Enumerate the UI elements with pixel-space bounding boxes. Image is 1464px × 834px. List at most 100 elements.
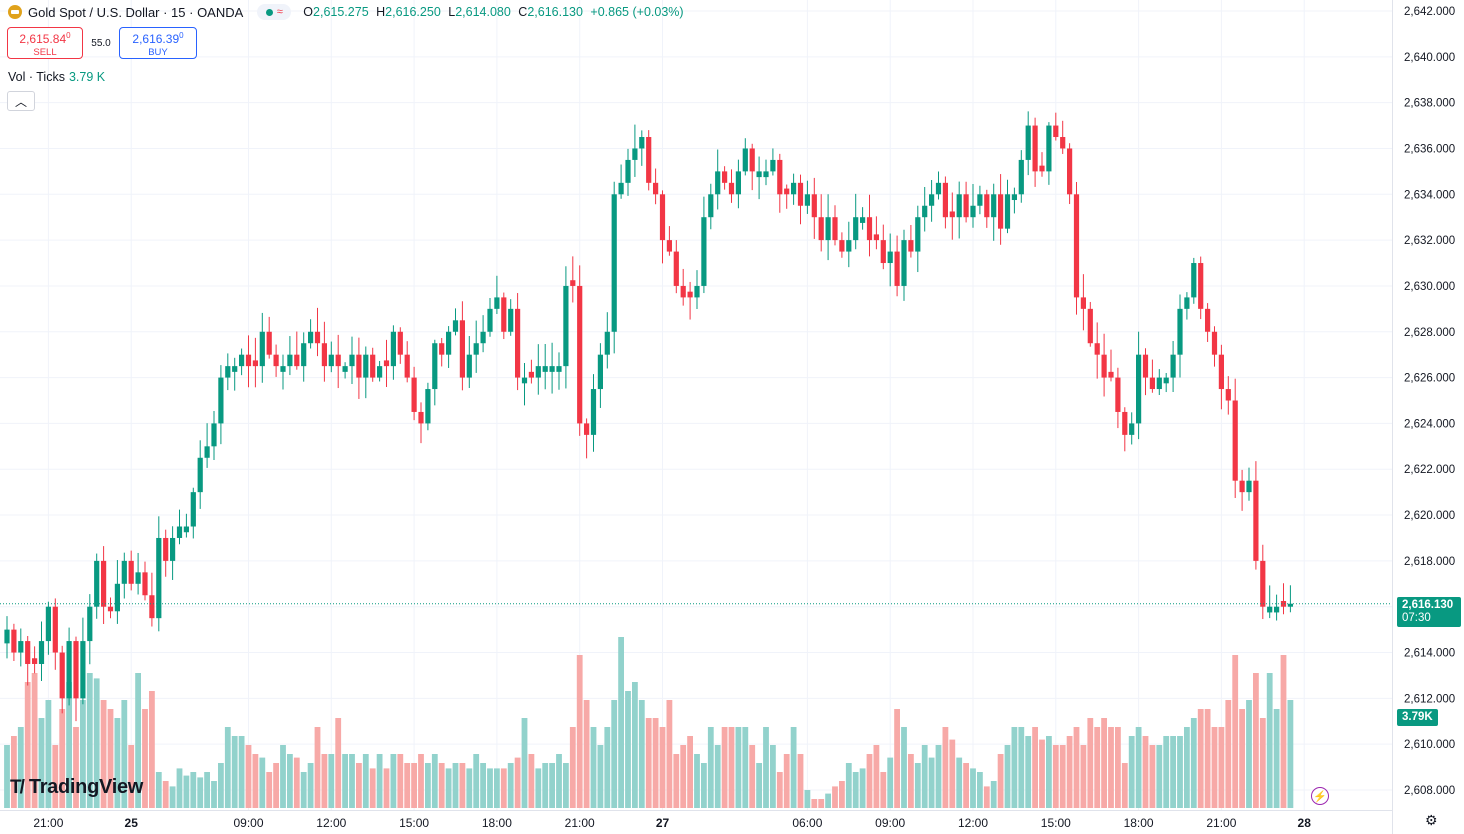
- collapse-legend-button[interactable]: ︿: [7, 91, 35, 111]
- candle-body: [101, 560, 107, 607]
- volume-bar: [832, 786, 838, 808]
- candle-body: [804, 194, 810, 206]
- volume-bar: [652, 718, 659, 808]
- volume-bar: [362, 754, 369, 808]
- price-axis[interactable]: 2,608.000 2,610.000 2,612.000 2,614.000 2,61…: [1404, 6, 1455, 797]
- candle-body: [1253, 480, 1259, 561]
- candle-body: [363, 354, 369, 378]
- volume-bar: [197, 777, 204, 808]
- candle-body: [1087, 308, 1093, 344]
- candle-body: [970, 205, 976, 218]
- volume-bar: [728, 727, 735, 808]
- volume-bar: [245, 745, 252, 808]
- volume-bar: [583, 700, 590, 808]
- sell-button[interactable]: 2,615.840 SELL: [7, 27, 83, 59]
- candle-body: [508, 308, 514, 332]
- volume-legend[interactable]: Vol · Ticks 3.79 K: [8, 70, 105, 84]
- buy-button[interactable]: 2,616.390 BUY: [119, 27, 197, 59]
- volume-bar: [1190, 718, 1197, 808]
- volume-bar: [590, 727, 597, 808]
- candle-body: [218, 377, 224, 424]
- volume-bar: [314, 727, 321, 808]
- volume-bar: [845, 763, 852, 808]
- candle-body: [604, 331, 610, 355]
- volume-bar: [494, 768, 500, 808]
- tradingview-logo[interactable]: T/TradingView: [10, 776, 144, 798]
- candle-body: [432, 343, 438, 390]
- lightning-icon[interactable]: ⚡: [1311, 787, 1329, 805]
- volume-bar: [321, 754, 328, 808]
- volume-bar: [790, 727, 797, 808]
- time-tick-label: 21:00: [33, 816, 63, 830]
- candle-body: [1184, 297, 1190, 309]
- chevron-up-icon: ︿: [14, 94, 27, 109]
- volume-bar: [673, 754, 680, 808]
- price-tick-label: 2,614.000: [1404, 648, 1455, 660]
- candle-body: [929, 194, 935, 206]
- candle-body: [259, 331, 265, 367]
- market-open-dot-icon: [265, 8, 273, 16]
- time-axis[interactable]: 21:00 25 09:00 12:00 15:00 18:00 21:00 27 06:00 0…: [33, 816, 1311, 830]
- candle-body: [149, 595, 155, 619]
- volume-bar: [293, 757, 300, 808]
- symbol-title[interactable]: Gold Spot / U.S. Dollar · 15 · OANDA: [28, 4, 244, 20]
- volume-bar: [632, 682, 638, 808]
- candle-body: [632, 148, 638, 160]
- market-status-pill[interactable]: ≈: [257, 4, 292, 20]
- volume-bar: [11, 736, 17, 808]
- candle-body: [584, 423, 590, 435]
- candle-body: [597, 354, 603, 390]
- volume-bar: [280, 745, 286, 808]
- candle-body: [549, 366, 555, 372]
- volume-bars: [4, 637, 1294, 808]
- candle-body: [80, 641, 86, 699]
- candle-body: [121, 560, 127, 584]
- candle-body: [32, 658, 38, 664]
- volume-bar: [756, 763, 762, 808]
- volume-bar: [1121, 763, 1128, 808]
- bar-countdown: 07:30: [1402, 612, 1431, 624]
- candle-body: [377, 366, 383, 378]
- volume-bar: [735, 727, 742, 808]
- volume-bar: [1211, 727, 1218, 808]
- volume-bar: [107, 709, 114, 808]
- settings-gear-icon[interactable]: ⚙: [1425, 812, 1438, 828]
- volume-bar: [52, 745, 59, 808]
- candle-body: [673, 251, 679, 286]
- candle-body: [618, 182, 624, 195]
- price-tick-label: 2,634.000: [1404, 189, 1455, 201]
- volume-bar: [687, 736, 693, 808]
- volume-bar: [1032, 727, 1038, 808]
- volume-bar: [576, 655, 583, 808]
- volume-bar: [963, 763, 969, 808]
- volume-bar: [1115, 727, 1121, 808]
- volume-bar: [1066, 736, 1073, 808]
- volume-bar: [1232, 655, 1239, 808]
- volume-bar: [804, 790, 811, 808]
- candle-body: [452, 320, 459, 332]
- volume-bar: [873, 745, 880, 808]
- candle-body: [880, 240, 886, 264]
- candle-body: [922, 205, 928, 218]
- volume-bar: [266, 772, 273, 808]
- volume-bar: [183, 775, 190, 808]
- candle-body: [866, 217, 873, 241]
- volume-bar: [356, 763, 362, 808]
- candle-body: [1060, 137, 1066, 149]
- volume-bar: [66, 682, 72, 808]
- candle-body: [301, 343, 307, 367]
- volume-bar: [190, 772, 197, 808]
- volume-bar: [162, 781, 169, 808]
- volume-bar: [1246, 700, 1252, 808]
- candle-body: [38, 641, 45, 664]
- spread-value: 55.0: [91, 37, 111, 49]
- candle-body: [25, 641, 31, 664]
- volume-bar: [535, 768, 542, 808]
- candle-body: [342, 366, 348, 372]
- volume-bar: [852, 772, 859, 808]
- volume-bar: [880, 772, 887, 808]
- volume-bar: [908, 754, 914, 808]
- volume-bar: [811, 799, 818, 808]
- volume-bar: [694, 754, 700, 808]
